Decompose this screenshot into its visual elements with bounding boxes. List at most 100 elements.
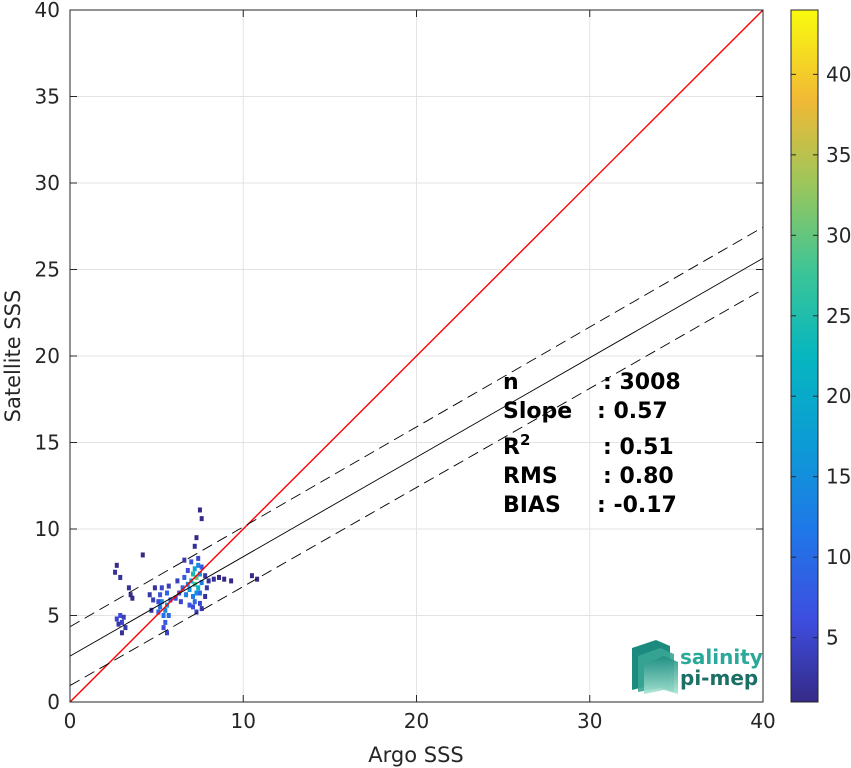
density-cell — [161, 613, 166, 618]
density-cell — [189, 559, 194, 565]
density-cell — [187, 602, 192, 608]
density-cell — [191, 593, 196, 599]
density-cell — [163, 619, 168, 625]
density-cell — [175, 578, 180, 584]
density-cell — [123, 625, 128, 631]
density-cell — [147, 592, 152, 598]
density-cell — [203, 593, 208, 599]
density-cell — [116, 621, 121, 627]
y-axis-label: Satellite SSS — [1, 290, 25, 423]
stat-label: RMS — [503, 464, 558, 489]
density-cell — [194, 535, 199, 541]
logo: salinity pi-mep — [632, 640, 763, 694]
colorbar-tick-label: 25 — [826, 304, 851, 328]
density-cell — [199, 606, 204, 612]
density-cell — [191, 571, 196, 577]
density-cell — [159, 599, 164, 605]
stat-value: : 3008 — [603, 370, 681, 395]
density-cell — [194, 590, 199, 596]
density-cell — [196, 585, 201, 591]
density-cell — [152, 585, 157, 591]
axis-ticks: 0 10 20 30 40 0 5 10 15 20 25 30 35 40 — [35, 0, 776, 733]
density-cell — [192, 543, 197, 549]
stat-label: BIAS — [503, 493, 561, 518]
density-cell — [182, 574, 187, 580]
density-cell — [194, 609, 199, 615]
y-tick-label: 30 — [35, 171, 60, 195]
density-cell — [156, 609, 161, 615]
colorbar-tick-label: 15 — [826, 465, 851, 489]
density-cell — [194, 574, 199, 580]
density-cell — [159, 585, 164, 591]
stat-value: : 0.57 — [597, 399, 668, 424]
y-tick-label: 40 — [35, 0, 60, 22]
density-cell — [216, 574, 221, 580]
colorbar: 5 10 15 20 25 30 35 40 — [790, 9, 851, 703]
density-cell — [149, 607, 154, 613]
density-cell — [166, 613, 171, 618]
density-cell — [114, 562, 119, 568]
density-cell — [114, 616, 119, 622]
line-regression-upper — [69, 226, 764, 628]
density-cell — [192, 566, 197, 572]
density-cell — [180, 585, 185, 591]
density-cell — [165, 630, 170, 636]
stat-value: : -0.17 — [597, 493, 677, 518]
x-tick-label: 30 — [577, 709, 602, 733]
density-cell — [255, 576, 260, 582]
colorbar-tick-label: 35 — [826, 143, 851, 167]
colorbar-gradient — [790, 9, 819, 703]
density-cell — [196, 555, 201, 561]
density-cell — [187, 587, 192, 593]
line-regression — [69, 257, 764, 657]
density-cell — [163, 607, 168, 613]
y-tick-label: 5 — [47, 604, 60, 628]
stat-label: n — [503, 370, 519, 395]
colorbar-tick-label: 40 — [826, 62, 851, 86]
density-cell — [192, 599, 197, 605]
density-cell — [197, 600, 202, 606]
line-regression-lower — [69, 289, 764, 686]
density-cell — [204, 585, 209, 591]
density-cell — [161, 625, 166, 631]
stat-value: : 0.51 — [603, 435, 674, 460]
density-cell — [229, 578, 234, 584]
density-cell — [165, 590, 170, 596]
density-cell — [184, 592, 189, 598]
logo-text-pi-mep: pi-mep — [680, 666, 758, 690]
colorbar-ticks: 5 10 15 20 25 30 35 40 — [791, 62, 851, 650]
y-tick-label: 15 — [35, 431, 60, 455]
density-cell — [182, 557, 187, 563]
density-cell — [173, 595, 178, 601]
density-cell — [178, 599, 183, 605]
fit-lines — [69, 9, 764, 703]
density-cell — [126, 585, 131, 591]
density-cell — [118, 574, 123, 580]
density-cell — [211, 576, 216, 582]
density-cell — [130, 595, 135, 601]
density-cell — [119, 619, 124, 625]
density-cell — [199, 580, 204, 586]
density-cell — [191, 604, 196, 610]
y-tick-label: 0 — [47, 690, 60, 714]
waves-icon — [632, 640, 678, 694]
line-identity — [69, 9, 764, 703]
density-cell — [158, 592, 163, 598]
colorbar-tick-label: 30 — [826, 223, 851, 247]
density-cell — [113, 569, 118, 575]
y-tick-label: 20 — [35, 344, 60, 368]
density-cell — [140, 552, 145, 558]
colorbar-tick-label: 10 — [826, 545, 851, 569]
density-cell — [199, 564, 204, 570]
x-axis-label: Argo SSS — [368, 743, 463, 767]
density-cell — [197, 507, 202, 513]
density-cell — [158, 604, 163, 610]
density-cell — [203, 573, 208, 579]
density-cell — [197, 590, 202, 596]
x-tick-label: 40 — [750, 709, 775, 733]
density-cell — [185, 568, 190, 574]
density-cell — [119, 630, 124, 636]
colorbar-tick-label: 5 — [826, 626, 839, 650]
